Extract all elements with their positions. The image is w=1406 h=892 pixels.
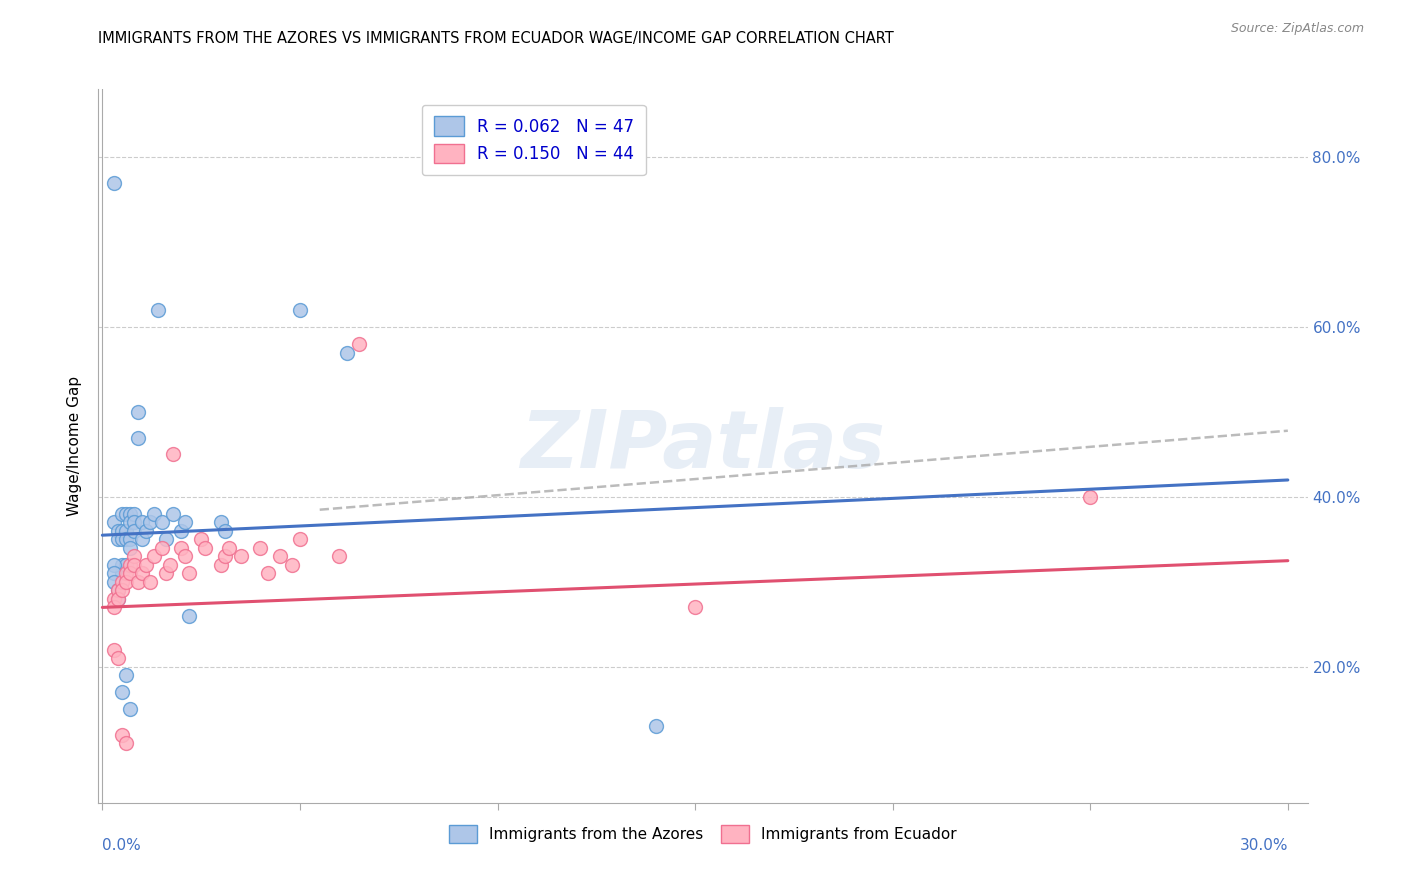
Point [131, 516, 153, 530]
Point [115, 736, 138, 750]
Text: IMMIGRANTS FROM THE AZORES VS IMMIGRANTS FROM ECUADOR WAGE/INCOME GAP CORRELATIO: IMMIGRANTS FROM THE AZORES VS IMMIGRANTS… [98, 31, 894, 46]
Point [218, 541, 240, 555]
Point [118, 507, 141, 521]
Point [135, 524, 157, 538]
Point [336, 345, 359, 359]
Point [162, 448, 184, 462]
Point [115, 533, 138, 547]
Point [103, 558, 125, 572]
Point [131, 566, 153, 581]
Point [107, 524, 129, 538]
Point [209, 558, 232, 572]
Point [111, 533, 134, 547]
Point [127, 405, 149, 419]
Point [146, 303, 169, 318]
Point [103, 566, 125, 581]
Y-axis label: Wage/Income Gap: Wage/Income Gap [67, 376, 83, 516]
Point [111, 685, 134, 699]
Point [115, 558, 138, 572]
Point [288, 533, 311, 547]
Point [115, 566, 138, 581]
Point [111, 558, 134, 572]
Point [170, 541, 193, 555]
Point [122, 524, 145, 538]
Point [107, 533, 129, 547]
Point [111, 566, 134, 581]
Text: 0.0%: 0.0% [103, 838, 141, 854]
Point [214, 549, 236, 564]
Text: ZIPatlas: ZIPatlas [520, 407, 886, 485]
Point [111, 524, 134, 538]
Point [174, 516, 197, 530]
Point [159, 558, 181, 572]
Text: Source: ZipAtlas.com: Source: ZipAtlas.com [1230, 22, 1364, 36]
Point [135, 558, 157, 572]
Point [683, 600, 706, 615]
Point [214, 524, 236, 538]
Point [249, 541, 271, 555]
Point [139, 516, 162, 530]
Point [142, 549, 165, 564]
Point [122, 558, 145, 572]
Point [122, 516, 145, 530]
Point [257, 566, 280, 581]
Point [111, 507, 134, 521]
Point [103, 574, 125, 589]
Point [131, 533, 153, 547]
Point [107, 583, 129, 598]
Point [288, 303, 311, 318]
Point [281, 558, 304, 572]
Point [155, 566, 177, 581]
Point [170, 524, 193, 538]
Point [107, 591, 129, 606]
Point [103, 591, 125, 606]
Point [118, 702, 141, 716]
Point [111, 574, 134, 589]
Point [107, 651, 129, 665]
Point [139, 574, 162, 589]
Point [107, 591, 129, 606]
Point [328, 549, 350, 564]
Point [103, 643, 125, 657]
Point [111, 728, 134, 742]
Point [115, 668, 138, 682]
Point [118, 516, 141, 530]
Point [142, 507, 165, 521]
Point [179, 566, 201, 581]
Point [179, 608, 201, 623]
Point [127, 574, 149, 589]
Point [209, 516, 232, 530]
Point [155, 533, 177, 547]
Point [115, 574, 138, 589]
Point [229, 549, 252, 564]
Point [122, 549, 145, 564]
Point [605, 813, 627, 827]
Point [118, 533, 141, 547]
Point [347, 337, 370, 351]
Point [103, 516, 125, 530]
Point [190, 533, 212, 547]
Point [1078, 490, 1101, 504]
Point [194, 541, 217, 555]
Point [103, 176, 125, 190]
Point [115, 507, 138, 521]
Point [118, 558, 141, 572]
Point [127, 430, 149, 444]
Point [111, 583, 134, 598]
Point [150, 516, 173, 530]
Point [150, 541, 173, 555]
Point [174, 549, 197, 564]
Point [118, 541, 141, 555]
Point [103, 600, 125, 615]
Point [644, 719, 666, 733]
Text: 30.0%: 30.0% [1239, 838, 1288, 854]
Point [115, 524, 138, 538]
Legend: Immigrants from the Azores, Immigrants from Ecuador: Immigrants from the Azores, Immigrants f… [443, 819, 963, 848]
Point [269, 549, 291, 564]
Point [162, 507, 184, 521]
Point [122, 507, 145, 521]
Point [118, 566, 141, 581]
Point [107, 583, 129, 598]
